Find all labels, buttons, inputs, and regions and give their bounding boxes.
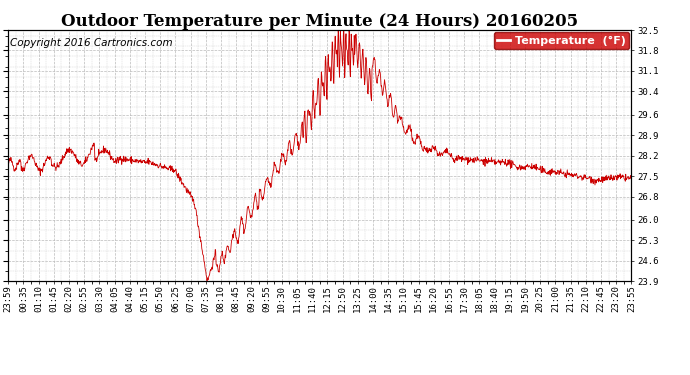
Title: Outdoor Temperature per Minute (24 Hours) 20160205: Outdoor Temperature per Minute (24 Hours… (61, 13, 578, 30)
Legend: Temperature  (°F): Temperature (°F) (494, 32, 629, 49)
Text: Copyright 2016 Cartronics.com: Copyright 2016 Cartronics.com (10, 38, 172, 48)
